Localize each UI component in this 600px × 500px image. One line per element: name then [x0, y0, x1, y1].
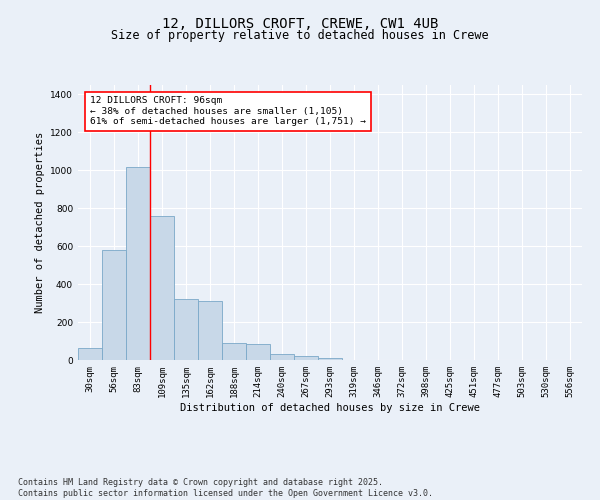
Text: Size of property relative to detached houses in Crewe: Size of property relative to detached ho… [111, 29, 489, 42]
Bar [222, 343, 246, 360]
Y-axis label: Number of detached properties: Number of detached properties [35, 132, 44, 313]
Bar [78, 348, 102, 360]
Bar [198, 301, 222, 360]
Bar [318, 358, 342, 360]
Bar [150, 216, 174, 360]
Text: 12, DILLORS CROFT, CREWE, CW1 4UB: 12, DILLORS CROFT, CREWE, CW1 4UB [162, 18, 438, 32]
Text: Contains HM Land Registry data © Crown copyright and database right 2025.
Contai: Contains HM Land Registry data © Crown c… [18, 478, 433, 498]
Bar [126, 166, 150, 360]
Bar [294, 356, 318, 360]
Bar [174, 300, 198, 360]
Bar [102, 250, 126, 360]
Bar [246, 344, 270, 360]
X-axis label: Distribution of detached houses by size in Crewe: Distribution of detached houses by size … [180, 402, 480, 412]
Text: 12 DILLORS CROFT: 96sqm
← 38% of detached houses are smaller (1,105)
61% of semi: 12 DILLORS CROFT: 96sqm ← 38% of detache… [90, 96, 366, 126]
Bar [270, 354, 294, 360]
